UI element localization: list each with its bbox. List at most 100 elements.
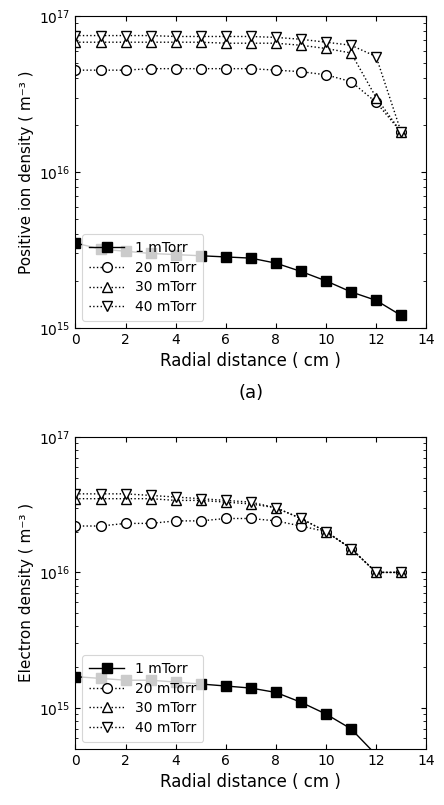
20 mTorr [73,521,78,530]
1 mTorr [123,675,128,685]
20 mTorr [148,518,153,528]
20 mTorr [73,65,78,75]
20 mTorr [373,568,379,577]
1 mTorr [373,295,379,305]
30 mTorr [73,37,78,47]
1 mTorr [123,246,128,256]
1 mTorr [73,238,78,248]
40 mTorr [148,31,153,40]
30 mTorr [98,493,103,503]
30 mTorr [349,543,354,553]
40 mTorr [123,31,128,40]
20 mTorr [349,76,354,86]
30 mTorr [248,499,254,509]
40 mTorr [373,52,379,61]
40 mTorr [273,503,278,513]
20 mTorr [223,514,229,523]
1 mTorr [298,266,304,276]
20 mTorr [148,64,153,73]
Legend: 1 mTorr, 20 mTorr, 30 mTorr, 40 mTorr: 1 mTorr, 20 mTorr, 30 mTorr, 40 mTorr [83,234,203,321]
1 mTorr [223,252,229,262]
1 mTorr [273,258,278,268]
40 mTorr [349,543,354,553]
30 mTorr [223,497,229,507]
30 mTorr [248,39,254,48]
Line: 40 mTorr: 40 mTorr [71,489,406,577]
40 mTorr [198,493,203,503]
1 mTorr [248,254,254,263]
Line: 20 mTorr: 20 mTorr [71,514,406,577]
30 mTorr [173,496,178,506]
Text: (a): (a) [238,384,263,402]
1 mTorr [73,672,78,682]
30 mTorr [373,93,379,102]
1 mTorr [248,683,254,693]
Line: 1 mTorr: 1 mTorr [71,672,406,774]
1 mTorr [298,697,304,707]
40 mTorr [273,32,278,42]
30 mTorr [98,37,103,47]
30 mTorr [173,37,178,47]
Line: 1 mTorr: 1 mTorr [71,238,406,320]
30 mTorr [399,127,404,137]
1 mTorr [198,679,203,689]
40 mTorr [73,31,78,40]
30 mTorr [73,493,78,503]
Line: 30 mTorr: 30 mTorr [71,493,406,577]
40 mTorr [298,514,304,523]
20 mTorr [399,127,404,137]
30 mTorr [148,493,153,503]
30 mTorr [148,37,153,47]
1 mTorr [373,750,379,760]
30 mTorr [123,37,128,47]
1 mTorr [148,675,153,685]
X-axis label: Radial distance ( cm ): Radial distance ( cm ) [160,773,341,791]
1 mTorr [173,250,178,259]
Line: 20 mTorr: 20 mTorr [71,64,406,137]
30 mTorr [198,496,203,506]
40 mTorr [248,497,254,507]
40 mTorr [173,31,178,41]
20 mTorr [123,518,128,528]
20 mTorr [349,543,354,553]
30 mTorr [298,40,304,50]
40 mTorr [223,496,229,506]
20 mTorr [373,97,379,107]
20 mTorr [323,526,329,536]
20 mTorr [248,64,254,73]
Line: 40 mTorr: 40 mTorr [71,31,406,137]
Y-axis label: Electron density ( m⁻³ ): Electron density ( m⁻³ ) [19,503,34,683]
Legend: 1 mTorr, 20 mTorr, 30 mTorr, 40 mTorr: 1 mTorr, 20 mTorr, 30 mTorr, 40 mTorr [83,655,203,741]
1 mTorr [399,765,404,774]
Y-axis label: Positive ion density ( m⁻³ ): Positive ion density ( m⁻³ ) [19,70,34,274]
40 mTorr [148,490,153,500]
40 mTorr [123,489,128,498]
20 mTorr [198,516,203,526]
20 mTorr [399,568,404,577]
Line: 30 mTorr: 30 mTorr [71,37,406,137]
40 mTorr [73,489,78,498]
20 mTorr [248,514,254,523]
1 mTorr [323,709,329,719]
1 mTorr [273,687,278,697]
1 mTorr [323,276,329,286]
30 mTorr [298,514,304,523]
40 mTorr [323,37,329,47]
40 mTorr [298,35,304,44]
20 mTorr [298,521,304,530]
40 mTorr [98,489,103,498]
40 mTorr [198,31,203,41]
30 mTorr [323,526,329,536]
1 mTorr [399,311,404,320]
1 mTorr [349,287,354,297]
30 mTorr [273,39,278,48]
1 mTorr [198,251,203,261]
1 mTorr [173,677,178,687]
30 mTorr [223,39,229,48]
30 mTorr [399,568,404,577]
20 mTorr [173,516,178,526]
20 mTorr [223,64,229,73]
20 mTorr [173,64,178,73]
30 mTorr [123,493,128,503]
20 mTorr [298,67,304,76]
